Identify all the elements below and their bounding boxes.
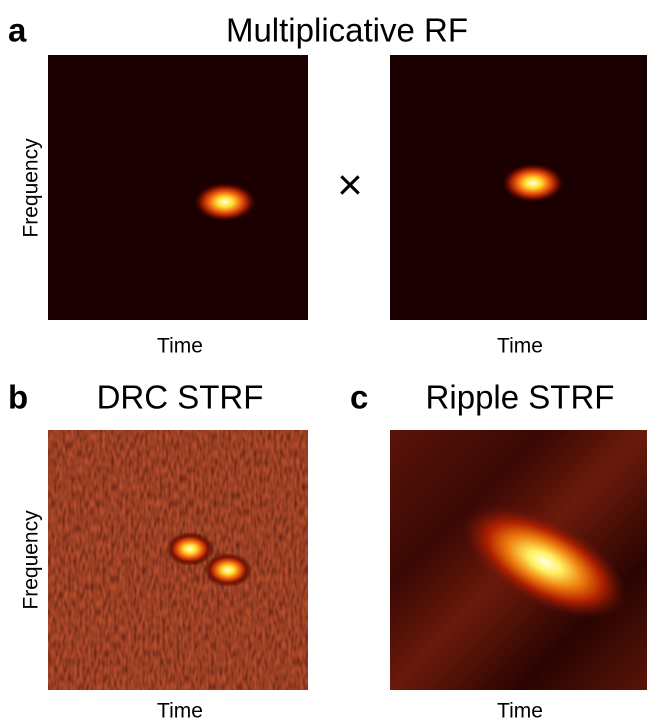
heatmap-peak [204,553,252,587]
panel-letter: b [8,379,28,416]
y-axis-label: Frequency [20,510,43,610]
y-axis-label: Frequency [20,138,43,238]
panel-letter: c [350,379,368,416]
operator: × [337,161,363,210]
x-axis-label: Time [157,335,203,358]
heatmap-peak [166,532,214,566]
heatmap-peak [501,163,565,203]
heatmap-peak [193,182,257,222]
panel-letter: a [8,12,27,49]
figure: a Multiplicative RF Frequency × Time Tim… [0,0,647,725]
x-axis-label: Time [497,700,543,723]
heatmap [48,55,308,320]
panel-title: DRC STRF [97,379,264,416]
x-axis-label: Time [497,335,543,358]
x-axis-label: Time [157,700,203,723]
panel-title: Ripple STRF [426,379,615,416]
panel-title: Multiplicative RF [226,12,468,49]
